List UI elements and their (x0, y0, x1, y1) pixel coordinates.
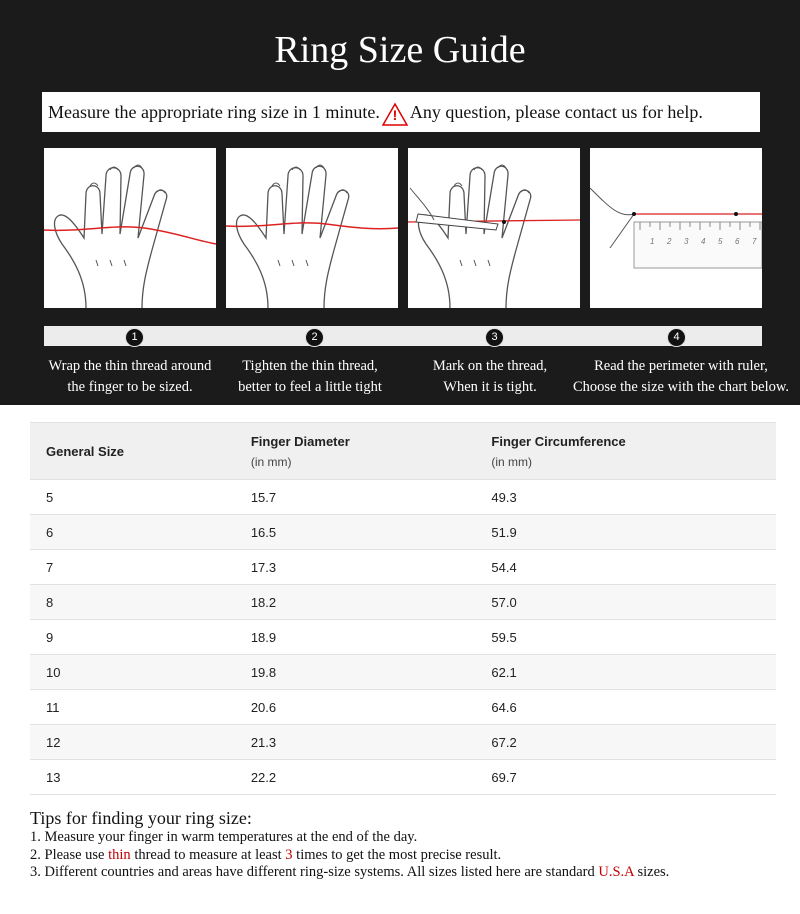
caption-line: Mark on the thread, (432, 358, 548, 374)
table-cell: 59.5 (475, 619, 776, 655)
column-header: General Size (30, 422, 235, 480)
step-image: 1 2 3 4 5 6 7 (589, 148, 763, 308)
ruler-label: 6 (735, 237, 740, 246)
step-number: 2 (305, 328, 324, 347)
table-cell: 5 (30, 479, 235, 515)
table-cell: 12 (30, 724, 235, 760)
ruler-label: 5 (718, 237, 723, 246)
step-caption: Read the perimeter with ruler, Choose the… (566, 356, 796, 398)
tip-text: 3 (285, 846, 293, 863)
tip-text: sizes. (633, 864, 670, 880)
tip-text: 3. Different countries and areas have di… (30, 864, 599, 880)
table-cell: 51.9 (475, 514, 776, 550)
header-unit: (in mm) (491, 454, 533, 469)
column-header: Finger Diameter (in mm) (234, 422, 476, 480)
tip-text: 2. Please use (30, 846, 109, 863)
header-unit: (in mm) (250, 454, 292, 469)
step-caption: Tighten the thin thread, better to feel a… (215, 356, 405, 398)
intro: Measure the appropriate ring size in 1 m… (48, 102, 380, 122)
ruler-label: 3 (684, 237, 689, 246)
table-row: 6 16.5 51.9 (30, 514, 776, 550)
header-title: Finger Diameter (250, 433, 350, 449)
step-number: 1 (125, 328, 144, 347)
caption-line: the finger to be sized. (67, 379, 193, 395)
contact: Any question, please contact us for help… (409, 102, 703, 122)
warning-icon: ! (381, 102, 408, 126)
table-cell: 64.6 (475, 689, 776, 725)
ruler-label: 1 (650, 237, 654, 246)
table-cell: 18.2 (234, 584, 476, 620)
table-cell: 67.2 (475, 724, 776, 760)
table-cell: 8 (30, 584, 235, 620)
caption-line: Tighten the thin thread, (242, 358, 378, 374)
ruler-label: 2 (666, 237, 672, 246)
table-cell: 19.8 (234, 654, 476, 690)
table-cell: 69.7 (475, 759, 776, 795)
table-row: 12 21.3 67.2 (30, 724, 776, 760)
table-cell: 13 (30, 759, 235, 795)
caption-line: better to feel a little tight (238, 379, 382, 395)
step-number: 4 (667, 328, 686, 347)
tip-text: times to get the most precise result. (292, 846, 502, 863)
table-cell: 22.2 (234, 759, 476, 795)
table-cell: 6 (30, 514, 235, 550)
tip-item: 1. Measure your finger in warm temperatu… (30, 829, 669, 847)
table-cell: 18.9 (234, 619, 476, 655)
step-image (43, 148, 217, 308)
table-cell: 15.7 (234, 479, 476, 515)
header: Ring Size Guide Measure the appropriate … (0, 0, 800, 405)
table-row: 10 19.8 62.1 (30, 654, 776, 690)
table-cell: 16.5 (234, 514, 476, 550)
step-caption: Wrap the thin thread around the finger to… (35, 356, 225, 398)
ruler-label: 7 (752, 237, 757, 246)
table-row: 7 17.3 54.4 (30, 549, 776, 585)
tip-item: 3. Different countries and areas have di… (30, 864, 669, 882)
table-cell: 7 (30, 549, 235, 585)
caption-line: Read the perimeter with ruler, (594, 358, 768, 374)
step-bar (44, 326, 762, 346)
table-cell: 21.3 (234, 724, 476, 760)
size-table: General Size Finger Diameter (in mm) Finger… (30, 422, 776, 795)
tip-text: thread to measure at least (130, 846, 286, 863)
step-image (407, 148, 581, 308)
table-cell: 62.1 (475, 654, 776, 690)
table-cell: 54.4 (475, 549, 776, 585)
step-number: 3 (485, 328, 504, 347)
tip-text: U.S.A (598, 864, 634, 880)
ruler-label: 4 (701, 237, 706, 246)
table-cell: 9 (30, 619, 235, 655)
table-cell: 20.6 (234, 689, 476, 725)
tip-text: thin (108, 846, 131, 863)
step-image (225, 148, 399, 308)
caption-line: Wrap the thin thread around (48, 358, 212, 374)
title: Ring Size Guide (274, 29, 526, 71)
table-cell: 11 (30, 689, 235, 725)
column-header: Finger Circumference (in mm) (475, 422, 776, 480)
tips: Tips for finding your ring size: 1. Meas… (30, 807, 669, 882)
intro-strip: Measure the appropriate ring size in 1 m… (42, 92, 760, 132)
table-cell: 57.0 (475, 584, 776, 620)
tip-item: 2. Please use thin thread to measure at … (30, 847, 669, 865)
table-row: 9 18.9 59.5 (30, 619, 776, 655)
table-cell: 17.3 (234, 549, 476, 585)
table-cell: 10 (30, 654, 235, 690)
header-title: Finger Circumference (491, 433, 626, 449)
table-row: 11 20.6 64.6 (30, 689, 776, 725)
header-title: General Size (46, 443, 125, 459)
table-row: 13 22.2 69.7 (30, 759, 776, 795)
caption-line: When it is tight. (443, 379, 537, 395)
caption-line: Choose the size with the chart below. (572, 379, 790, 395)
table-row: 8 18.2 57.0 (30, 584, 776, 620)
warning-mark: ! (392, 106, 398, 123)
step-caption: Mark on the thread, When it is tight. (395, 356, 585, 398)
tip-text: 1. Measure your finger in warm temperatu… (30, 829, 418, 845)
table-cell: 49.3 (475, 479, 776, 515)
table-row: 5 15.7 49.3 (30, 479, 776, 515)
tips-title: Tips for finding your ring size: (30, 808, 252, 828)
